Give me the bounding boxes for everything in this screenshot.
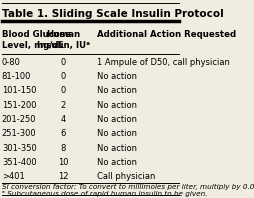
Text: 251-300: 251-300 (2, 129, 36, 138)
Text: No action: No action (97, 115, 137, 124)
Text: 0: 0 (60, 72, 66, 81)
Text: 351-400: 351-400 (2, 158, 36, 167)
Text: SI conversion factor: To convert to millimoles per liter, multiply by 0.0555.: SI conversion factor: To convert to mill… (2, 184, 254, 190)
Text: 0: 0 (60, 58, 66, 67)
Text: 101-150: 101-150 (2, 87, 36, 95)
Text: 2: 2 (60, 101, 66, 110)
Text: 201-250: 201-250 (2, 115, 36, 124)
Text: Human
Insulin, IUᵃ: Human Insulin, IUᵃ (37, 30, 90, 50)
Text: ᵃ Subcutaneous dose of rapid human insulin to be given.: ᵃ Subcutaneous dose of rapid human insul… (2, 191, 207, 197)
Text: 0: 0 (60, 87, 66, 95)
Text: >401: >401 (2, 172, 25, 181)
Text: 12: 12 (58, 172, 68, 181)
Text: 8: 8 (60, 144, 66, 153)
Text: Call physician: Call physician (97, 172, 156, 181)
Text: No action: No action (97, 87, 137, 95)
Text: 4: 4 (60, 115, 66, 124)
Text: Additional Action Requested: Additional Action Requested (97, 30, 236, 39)
Text: No action: No action (97, 101, 137, 110)
Text: 81-100: 81-100 (2, 72, 31, 81)
Text: 301-350: 301-350 (2, 144, 37, 153)
Text: Table 1. Sliding Scale Insulin Protocol: Table 1. Sliding Scale Insulin Protocol (2, 9, 224, 19)
Text: 6: 6 (60, 129, 66, 138)
Text: No action: No action (97, 158, 137, 167)
Text: No action: No action (97, 144, 137, 153)
Text: 0-80: 0-80 (2, 58, 21, 67)
Text: Blood Glucose
Level, mg/dL: Blood Glucose Level, mg/dL (2, 30, 71, 50)
Text: No action: No action (97, 72, 137, 81)
Text: 1 Ampule of D50, call physician: 1 Ampule of D50, call physician (97, 58, 230, 67)
Text: No action: No action (97, 129, 137, 138)
Text: 151-200: 151-200 (2, 101, 36, 110)
Text: 10: 10 (58, 158, 68, 167)
